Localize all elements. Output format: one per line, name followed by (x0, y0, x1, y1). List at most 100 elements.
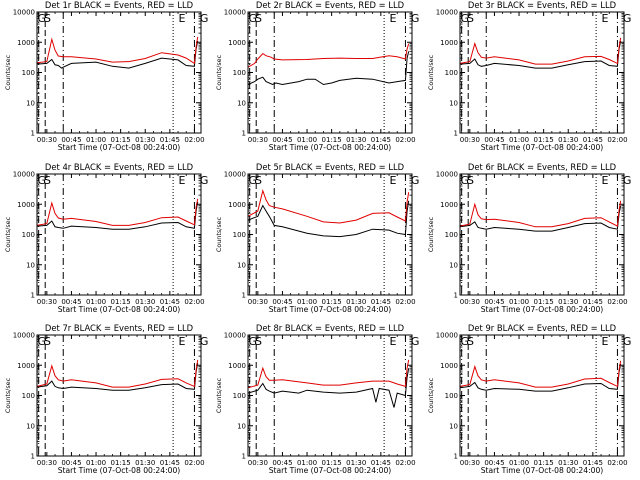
x-axis-label: Start Time (07-Oct-08 00:24:00) (269, 305, 392, 314)
x-tick-label: 00:45 (272, 136, 292, 144)
marker-s: S (467, 335, 474, 348)
x-tick-label: 00:45 (61, 298, 81, 306)
marker-g: G (623, 335, 632, 348)
y-tick-label: 10 (26, 261, 35, 269)
y-tick-label: 1000 (440, 39, 458, 47)
marker-s: S (255, 12, 262, 25)
series-events (36, 362, 199, 391)
x-tick-label: 00:45 (272, 298, 292, 306)
x-tick-label: 02:00 (395, 459, 415, 467)
marker-g: G (38, 174, 47, 187)
y-tick-label: 10000 (436, 9, 458, 17)
marker-g: G (200, 335, 209, 348)
x-tick-label: 00:30 (248, 459, 268, 467)
y-tick-label: 100 (445, 69, 458, 77)
y-tick-label: 10 (449, 99, 458, 107)
y-tick-label: 100 (233, 231, 246, 239)
plot-frame (36, 11, 202, 134)
y-tick-label: 10000 (224, 171, 246, 179)
y-axis-label: Counts/sec (427, 216, 435, 252)
x-tick-label: 00:45 (61, 459, 81, 467)
x-tick-label: 01:00 (86, 459, 106, 467)
series-lld (247, 43, 410, 68)
series-lld (459, 37, 622, 65)
marker-s: S (44, 12, 51, 25)
x-tick-label: 01:30 (135, 298, 155, 306)
marker-e: E (602, 12, 609, 25)
x-tick-label: 00:30 (37, 459, 57, 467)
plot-frame (247, 334, 413, 457)
chart-title: Det 3r BLACK = Events, RED = LLD (468, 0, 616, 10)
x-tick-label: 01:15 (322, 459, 342, 467)
y-tick-label: 1000 (17, 201, 35, 209)
chart-title: Det 1r BLACK = Events, RED = LLD (45, 0, 193, 10)
x-tick-label: 02:00 (184, 136, 204, 144)
marker-s: S (467, 174, 474, 187)
marker-s: S (44, 335, 51, 348)
y-axis-label: Counts/sec (427, 377, 435, 413)
y-tick-label: 100 (22, 392, 35, 400)
plot-frame (247, 173, 413, 296)
x-tick-label: 01:15 (111, 298, 131, 306)
x-tick-label: 01:00 (509, 298, 529, 306)
marker-e: E (390, 335, 397, 348)
x-tick-label: 00:30 (37, 136, 57, 144)
x-tick-label: 01:30 (135, 459, 155, 467)
plot-frame (459, 173, 625, 296)
x-tick-label: 01:30 (558, 136, 578, 144)
x-tick-label: 00:30 (248, 298, 268, 306)
series-lld (459, 200, 622, 228)
chart-title: Det 8r BLACK = Events, RED = LLD (256, 323, 404, 333)
x-tick-label: 01:00 (297, 136, 317, 144)
chart-panel-1: Det 1r BLACK = Events, RED = LLD 1 10 100 10… (4, 0, 208, 152)
y-tick-label: 10 (237, 99, 246, 107)
x-tick-label: 00:30 (460, 298, 480, 306)
marker-g: G (411, 12, 420, 25)
y-tick-label: 1000 (228, 39, 246, 47)
marker-g: G (461, 335, 470, 348)
series-events (459, 40, 622, 69)
marker-g: G (38, 335, 47, 348)
x-tick-label: 01:00 (297, 298, 317, 306)
y-tick-label: 100 (445, 231, 458, 239)
x-tick-label: 01:00 (509, 459, 529, 467)
x-axis-label: Start Time (07-Oct-08 00:24:00) (481, 466, 604, 475)
y-tick-label: 100 (22, 69, 35, 77)
y-tick-label: 10000 (436, 332, 458, 340)
y-tick-label: 1 (242, 292, 246, 300)
marker-g: G (38, 12, 47, 25)
y-tick-label: 10000 (13, 332, 35, 340)
y-tick-label: 1000 (228, 201, 246, 209)
chart-panel-5: Det 5r BLACK = Events, RED = LLD 1 10 100 10… (215, 162, 419, 314)
x-axis-label: Start Time (07-Oct-08 00:24:00) (58, 305, 181, 314)
marker-g: G (200, 174, 209, 187)
x-tick-label: 01:45 (583, 298, 603, 306)
y-axis-label: Counts/sec (4, 377, 12, 413)
y-tick-label: 10000 (13, 171, 35, 179)
marker-g: G (623, 12, 632, 25)
chart-panel-4: Det 4r BLACK = Events, RED = LLD 1 10 100 10… (4, 162, 208, 314)
x-tick-label: 01:45 (371, 136, 391, 144)
series-lld (36, 198, 199, 226)
y-axis-label: Counts/sec (4, 216, 12, 252)
chart-panel-8: Det 8r BLACK = Events, RED = LLD 1 10 100 10… (215, 323, 419, 475)
marker-g: G (249, 12, 258, 25)
y-tick-label: 1 (454, 453, 458, 461)
marker-e: E (390, 174, 397, 187)
series-lld (247, 359, 410, 389)
x-tick-label: 01:30 (346, 459, 366, 467)
x-axis-label: Start Time (07-Oct-08 00:24:00) (58, 143, 181, 152)
y-tick-label: 100 (445, 392, 458, 400)
marker-s: S (255, 335, 262, 348)
series-events (459, 363, 622, 392)
marker-g: G (200, 12, 209, 25)
y-tick-label: 1 (31, 453, 35, 461)
y-tick-label: 1000 (440, 201, 458, 209)
series-events (247, 200, 410, 238)
series-events (36, 201, 199, 230)
x-tick-label: 01:15 (111, 459, 131, 467)
x-tick-label: 01:30 (346, 136, 366, 144)
x-tick-label: 01:15 (534, 136, 554, 144)
x-tick-label: 01:30 (135, 136, 155, 144)
